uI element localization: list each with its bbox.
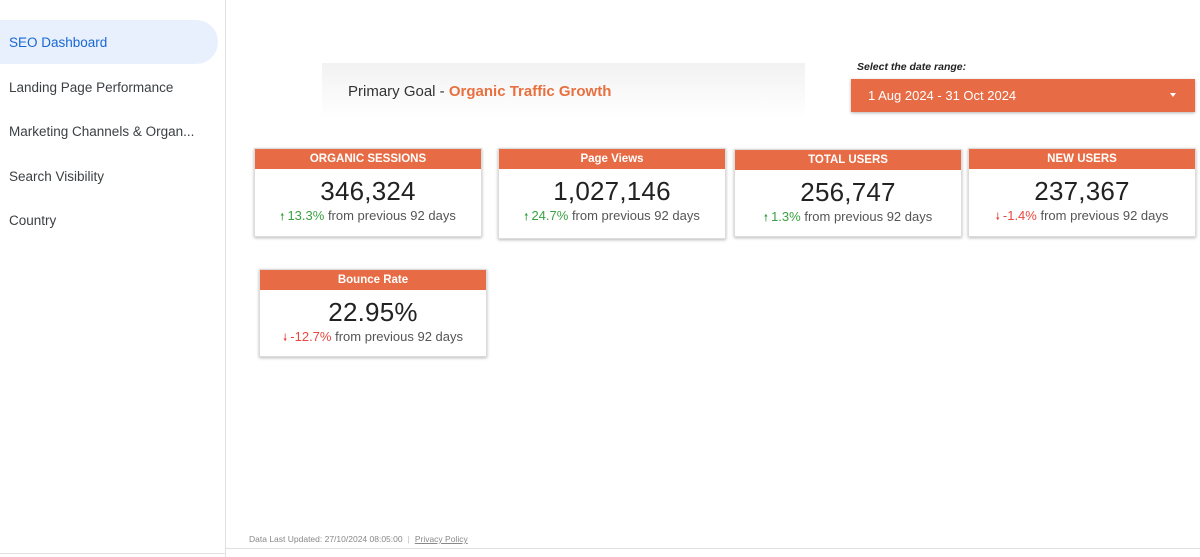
arrow-up-icon: 🠕 (763, 213, 769, 224)
sidebar-item-country[interactable]: Country (9, 212, 57, 228)
kpi-value: 237,367 (1034, 176, 1130, 206)
footer-separator: | (407, 534, 410, 544)
kpi-change: 🠗 -12.7% from previous 92 days (260, 329, 486, 348)
arrow-up-icon: 🠕 (524, 212, 529, 223)
arrow-down-icon: 🠗 (282, 333, 288, 344)
kpi-change: 🠕 13.3% from previous 92 days (255, 208, 481, 227)
arrow-up-icon: 🠕 (280, 212, 285, 223)
kpi-change-percent: 13.3% (287, 208, 325, 223)
kpi-card-organic-sessions: ORGANIC SESSIONS 346,324 🠕 13.3% from pre… (254, 148, 482, 237)
kpi-value: 22.95% (328, 297, 418, 327)
kpi-change-suffix: from previous 92 days (335, 329, 464, 344)
date-range-value: 1 Aug 2024 - 31 Oct 2024 (868, 88, 1017, 103)
primary-goal-banner: Primary Goal - Organic Traffic Growth (322, 63, 805, 119)
kpi-change: 🠕 1.3% from previous 92 days (735, 209, 961, 228)
kpi-value: 346,324 (320, 176, 416, 206)
sidebar-item-landing-page-performance[interactable]: Landing Page Performance (9, 79, 174, 95)
footer-divider (226, 548, 1200, 549)
kpi-value: 256,747 (800, 177, 896, 207)
sidebar-item-seo-dashboard[interactable]: SEO Dashboard (0, 20, 218, 64)
data-last-updated: Data Last Updated: 27/10/2024 08:05:00 (249, 534, 403, 544)
kpi-title: Page Views (499, 149, 725, 169)
kpi-title: NEW USERS (969, 149, 1195, 169)
kpi-value: 1,027,146 (553, 176, 671, 206)
kpi-change-suffix: from previous 92 days (804, 209, 933, 224)
kpi-card-page-views: Page Views 1,027,146 🠕 24.7% from previou… (498, 148, 726, 239)
sidebar: SEO Dashboard Landing Page Performance M… (0, 0, 226, 557)
kpi-change-suffix: from previous 92 days (1040, 208, 1169, 223)
kpi-change-percent: -12.7% (290, 329, 332, 344)
kpi-change-percent: -1.4% (1002, 208, 1037, 223)
privacy-policy-link[interactable]: Privacy Policy (414, 534, 468, 544)
kpi-change: 🠗 -1.4% from previous 92 days (969, 208, 1195, 227)
kpi-change: 🠕 24.7% from previous 92 days (499, 208, 725, 227)
date-range-label: Select the date range: (857, 61, 967, 73)
kpi-title: TOTAL USERS (735, 150, 961, 170)
arrow-down-icon: 🠗 (995, 212, 1000, 223)
footer: Data Last Updated: 27/10/2024 08:05:00 | P… (249, 534, 468, 544)
kpi-change-suffix: from previous 92 days (327, 208, 456, 223)
sidebar-item-search-visibility[interactable]: Search Visibility (9, 168, 105, 184)
kpi-change-percent: 24.7% (531, 208, 569, 223)
kpi-change-suffix: from previous 92 days (571, 208, 700, 223)
primary-goal-prefix: Primary Goal - (348, 82, 449, 100)
kpi-card-bounce-rate: Bounce Rate 22.95% 🠗 -12.7% from previous… (259, 269, 487, 357)
primary-goal-highlight: Organic Traffic Growth (448, 82, 612, 100)
kpi-change-percent: 1.3% (771, 209, 801, 224)
kpi-title: Bounce Rate (260, 270, 486, 290)
date-range-dropdown[interactable]: 1 Aug 2024 - 31 Oct 2024 (851, 79, 1195, 112)
kpi-card-new-users: NEW USERS 237,367 🠗 -1.4% from previous 9… (968, 148, 1196, 237)
kpi-title: ORGANIC SESSIONS (255, 149, 481, 169)
sidebar-item-marketing-channels[interactable]: Marketing Channels & Organ... (9, 123, 195, 139)
dropdown-caret-icon (1170, 93, 1176, 97)
kpi-card-total-users: TOTAL USERS 256,747 🠕 1.3% from previous … (734, 149, 962, 237)
sidebar-bottom-divider (0, 553, 226, 554)
